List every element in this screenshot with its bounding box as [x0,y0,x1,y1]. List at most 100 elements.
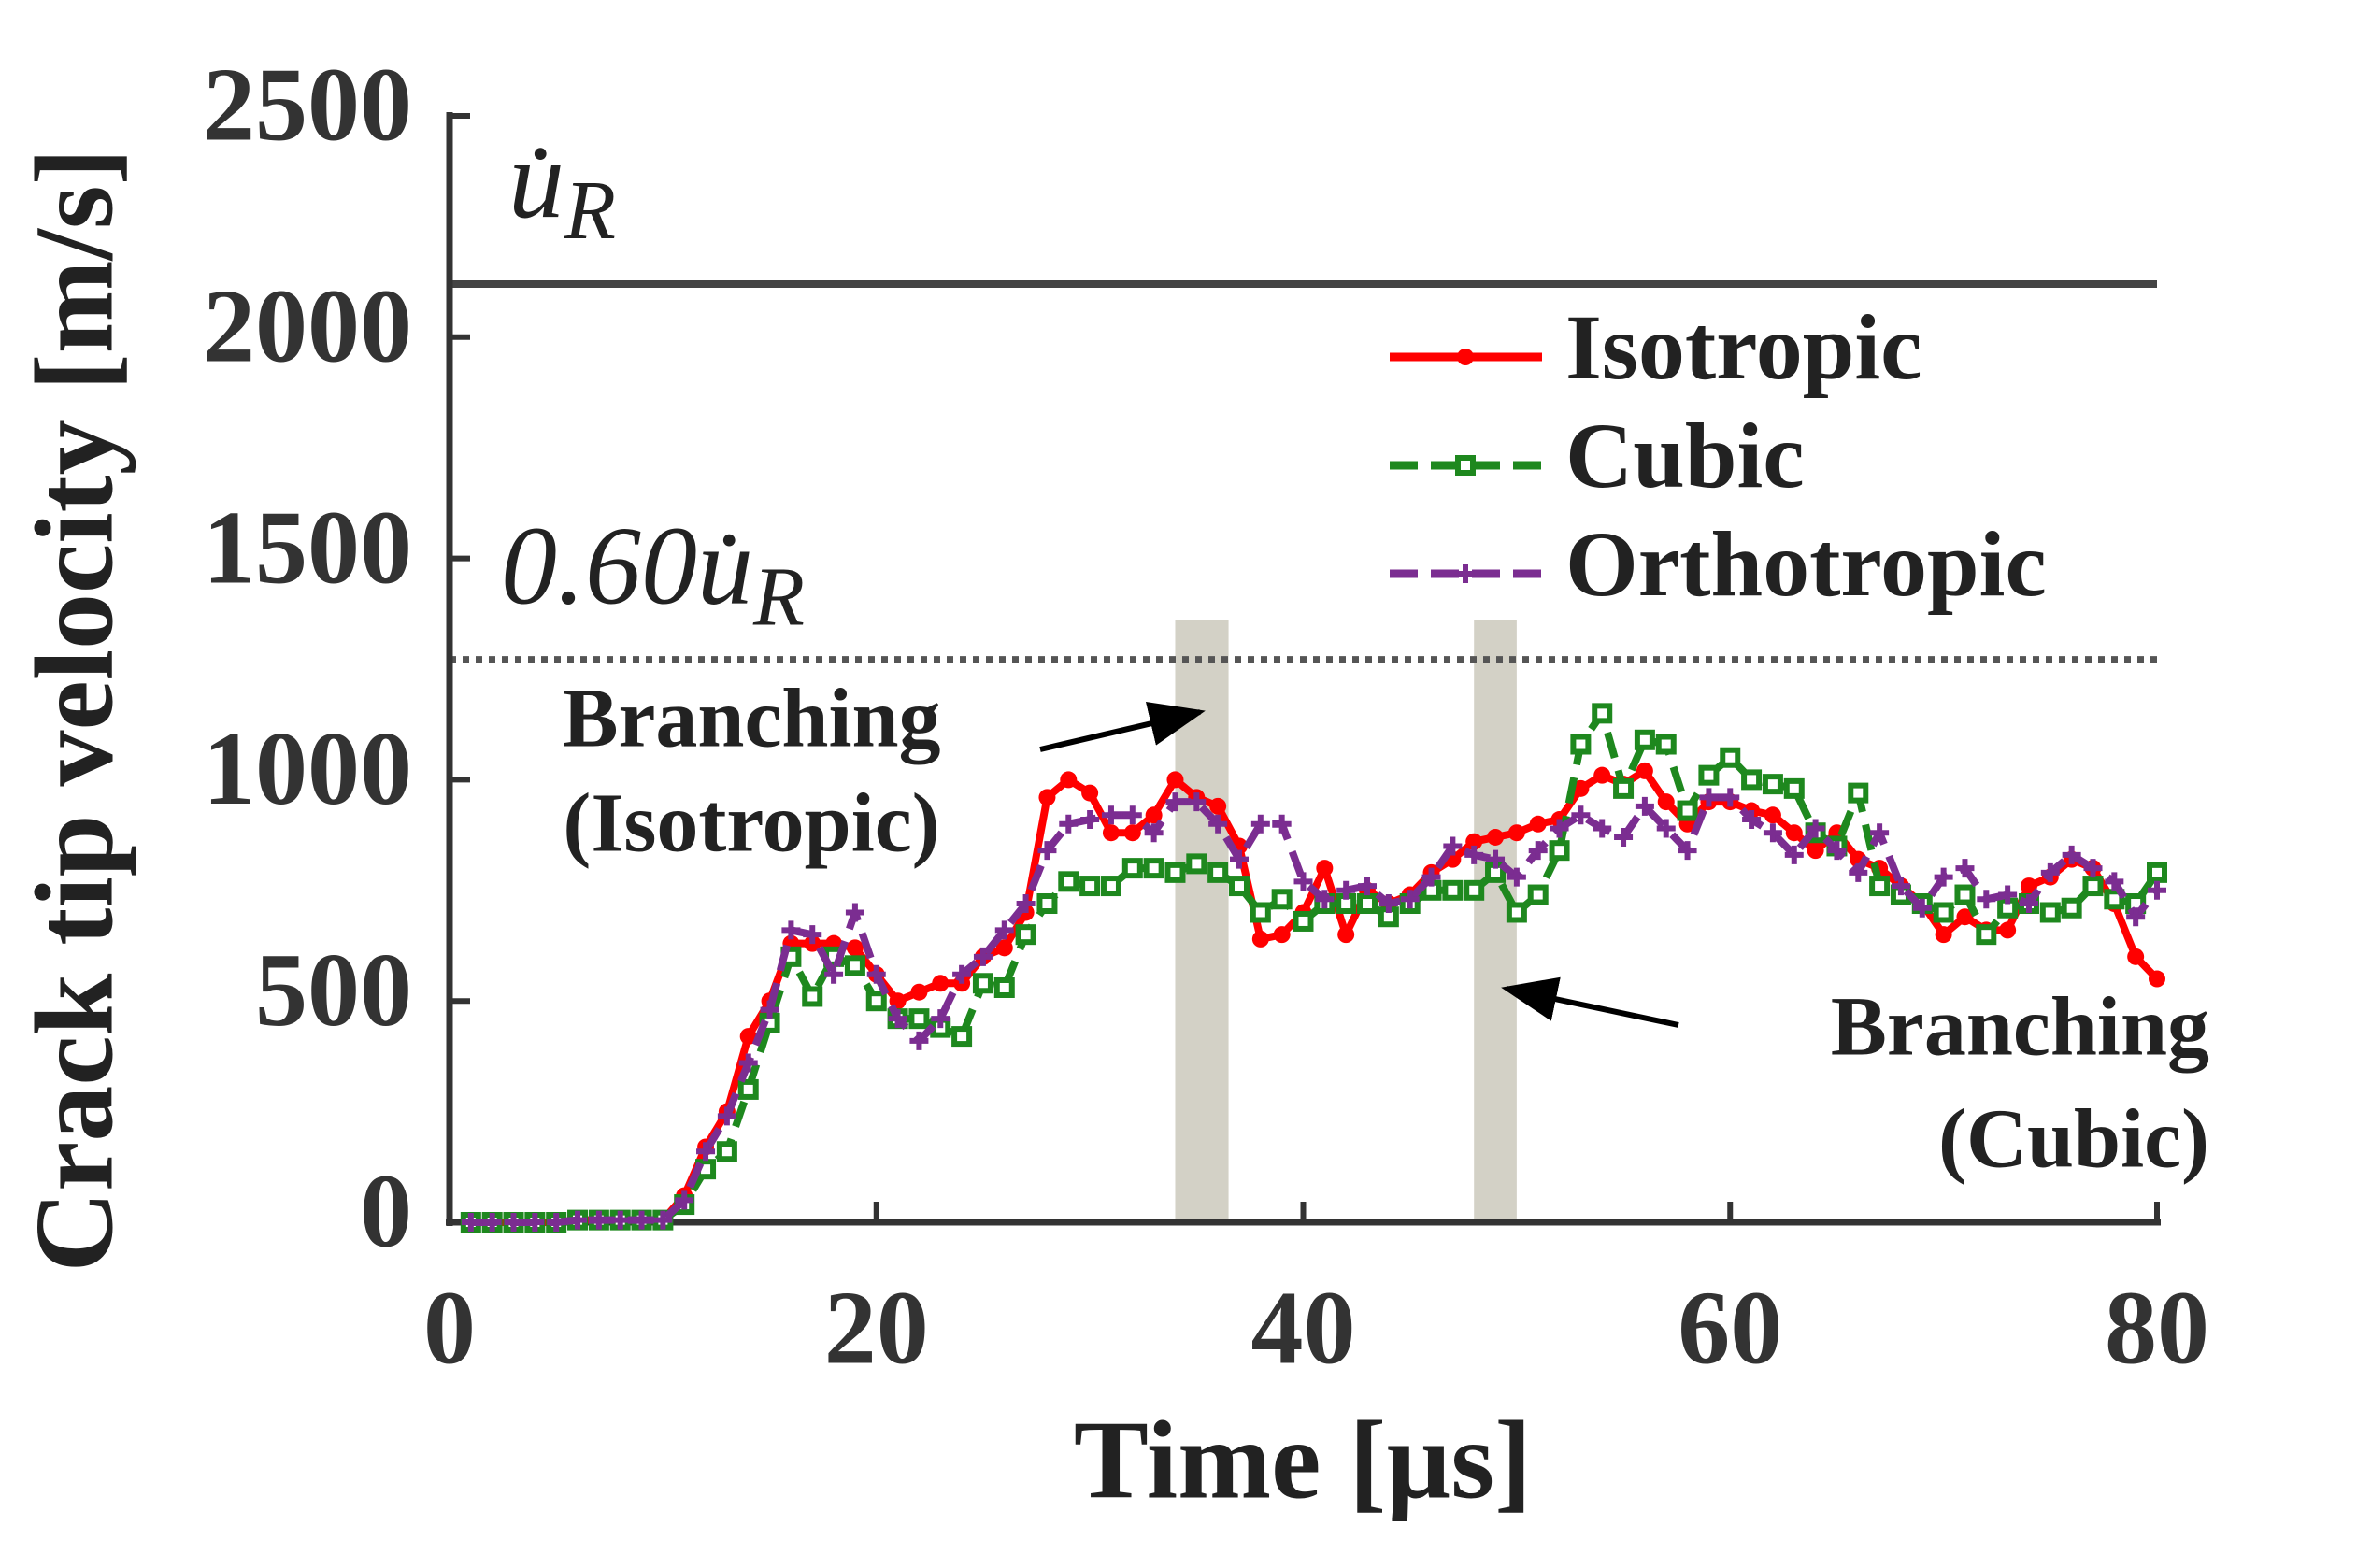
point [525,1213,545,1232]
reference-label-main: u̇ [508,116,564,240]
point [910,983,928,1001]
point [781,920,801,940]
point [1657,793,1675,811]
point [2020,877,2037,895]
point [932,975,950,992]
point [2148,880,2166,900]
annotation: Branching [562,673,940,765]
point [1229,849,1249,869]
point [1101,805,1121,825]
point [1807,842,1824,860]
point [865,991,887,1012]
point [461,1213,480,1232]
point [2126,907,2146,927]
point [952,964,972,984]
point [737,1078,759,1100]
point [1635,796,1654,816]
point [696,1142,716,1162]
point [1143,858,1164,879]
y-tick-label: 1500 [203,490,412,606]
legend-label: Cubic [1565,404,1805,507]
point [1378,894,1398,914]
point [1036,893,1058,915]
point [589,1210,608,1230]
point [1121,858,1143,879]
reference-label-main: 0.60u̇ [501,503,753,627]
series-line [470,793,2161,1226]
point [1465,833,1483,850]
point [1976,924,1997,946]
point [1464,879,1485,901]
x-tick-label: 80 [2105,1271,2209,1387]
point [1827,841,1847,861]
point [1207,862,1229,883]
point [1677,800,1698,821]
reference-label-sub: R [752,550,805,643]
point [1080,810,1100,830]
point [1954,884,1976,905]
point [909,1031,929,1050]
point [1549,840,1570,862]
point [1934,867,1953,887]
point [2104,889,2125,910]
y-tick-label: 1000 [203,711,412,827]
point [844,955,865,976]
point [1102,824,1120,842]
point [1869,876,1891,897]
point [653,1210,673,1230]
point [1209,797,1227,815]
point [632,1210,651,1230]
point [1208,814,1228,834]
point [1784,845,1804,864]
x-axis-label: Time [µs] [1074,1398,1532,1522]
point [547,1213,566,1232]
point [1123,824,1141,842]
point [1443,836,1463,856]
point [1456,564,1475,583]
point [1933,902,1954,923]
point [993,976,1015,998]
point [1059,814,1079,834]
point [2105,872,2124,891]
point [1956,908,1974,926]
point [1529,815,1547,833]
point [1572,779,1590,797]
point [1570,734,1592,755]
point [1785,824,1803,842]
point [1272,814,1292,834]
point [1486,849,1506,869]
point [1783,777,1805,799]
point [1145,806,1163,824]
point [1293,872,1313,891]
point [1592,703,1613,724]
y-axis-label: Crack tip velocity [m/s] [12,148,136,1272]
point [482,1213,502,1232]
point [1273,926,1291,944]
annotation-arrow [1501,976,1679,1028]
point [1250,902,1271,923]
point [1655,734,1677,755]
point [1762,774,1783,795]
point [1849,862,1868,882]
point [908,1008,930,1030]
point [1122,805,1142,825]
annotation: Branching [1831,981,2209,1074]
reference-label: 0.60u̇R [501,503,805,643]
point [1721,788,1740,807]
point [846,939,864,957]
point [1038,789,1056,806]
point [1357,893,1378,915]
point [803,925,822,945]
point [2019,894,2038,914]
point [1507,824,1525,842]
point [2083,859,2103,878]
point [1058,871,1079,892]
point [2040,862,2060,882]
point [1400,890,1420,909]
y-tick-label: 2000 [203,269,412,385]
point [568,1210,588,1230]
point [1316,860,1334,877]
point [994,920,1014,940]
y-tick-label: 500 [255,933,412,1048]
